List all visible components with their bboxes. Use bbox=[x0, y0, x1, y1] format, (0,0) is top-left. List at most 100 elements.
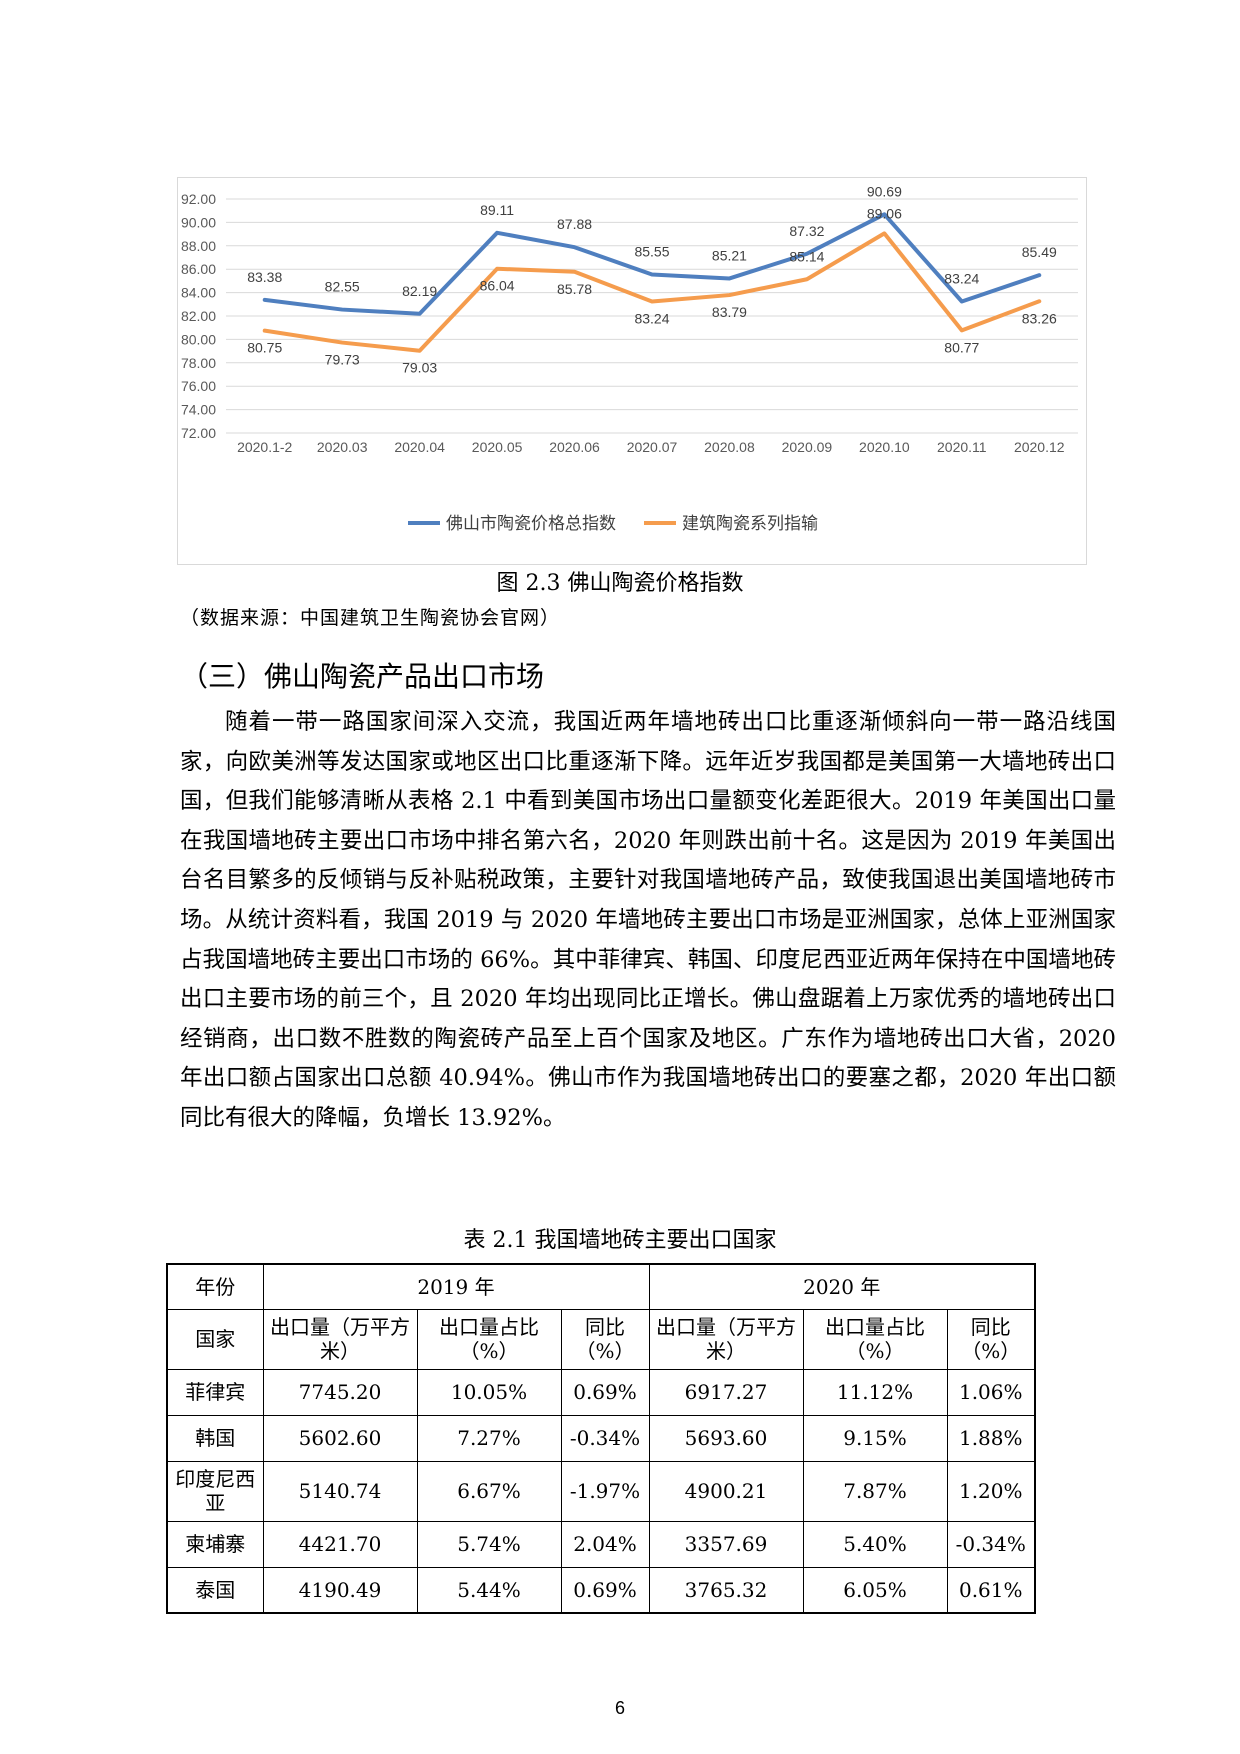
data-label: 80.75 bbox=[247, 340, 282, 356]
data-label: 83.38 bbox=[247, 269, 282, 285]
cell-yoy-2020: 0.61% bbox=[946, 1566, 1036, 1614]
x-tick-label: 2020.04 bbox=[394, 439, 445, 455]
data-label: 87.88 bbox=[557, 216, 592, 232]
header-country: 国家 bbox=[166, 1308, 264, 1370]
x-tick-label: 2020.03 bbox=[317, 439, 368, 455]
cell-yoy-2020: 1.06% bbox=[946, 1368, 1036, 1416]
y-tick-label: 72.00 bbox=[181, 425, 216, 441]
data-label: 79.03 bbox=[402, 360, 437, 376]
data-label: 85.78 bbox=[557, 281, 592, 297]
header-volume-2019: 出口量（万平方米） bbox=[262, 1308, 418, 1370]
cell-share-2020: 7.87% bbox=[802, 1460, 948, 1522]
data-label: 83.24 bbox=[634, 310, 669, 326]
cell-share-2020: 11.12% bbox=[802, 1368, 948, 1416]
header-year-2020: 2020 年 bbox=[648, 1263, 1036, 1310]
table-row: 印度尼西亚 5140.74 6.67% -1.97% 4900.21 7.87%… bbox=[166, 1460, 1036, 1522]
cell-share-2019: 10.05% bbox=[416, 1368, 562, 1416]
y-tick-label: 88.00 bbox=[181, 238, 216, 254]
cell-share-2019: 7.27% bbox=[416, 1414, 562, 1462]
cell-volume-2019: 5140.74 bbox=[262, 1460, 418, 1522]
cell-country: 菲律宾 bbox=[166, 1368, 264, 1416]
cell-yoy-2019: 2.04% bbox=[560, 1520, 650, 1568]
cell-yoy-2019: 0.69% bbox=[560, 1368, 650, 1416]
x-tick-label: 2020.07 bbox=[627, 439, 678, 455]
price-index-chart: 72.00 74.00 76.00 78.00 80.00 82.00 84.00 86.00… bbox=[177, 177, 1087, 565]
data-label: 82.55 bbox=[325, 279, 360, 295]
cell-volume-2019: 4190.49 bbox=[262, 1566, 418, 1614]
cell-volume-2020: 3765.32 bbox=[648, 1566, 804, 1614]
series-line bbox=[262, 212, 1042, 316]
cell-share-2019: 5.44% bbox=[416, 1566, 562, 1614]
y-tick-label: 76.00 bbox=[181, 378, 216, 394]
table-caption: 表 2.1 我国墙地砖主要出口国家 bbox=[463, 1228, 777, 1253]
cell-country: 泰国 bbox=[166, 1566, 264, 1614]
cell-volume-2019: 7745.20 bbox=[262, 1368, 418, 1416]
page-number: 6 bbox=[614, 1698, 625, 1718]
legend-label: 建筑陶瓷系列指输 bbox=[682, 514, 818, 533]
data-label: 83.26 bbox=[1022, 310, 1057, 326]
x-tick-label: 2020.1-2 bbox=[237, 439, 292, 455]
cell-volume-2020: 3357.69 bbox=[648, 1520, 804, 1568]
cell-volume-2020: 6917.27 bbox=[648, 1368, 804, 1416]
cell-volume-2020: 5693.60 bbox=[648, 1414, 804, 1462]
x-tick-label: 2020.09 bbox=[782, 439, 833, 455]
legend-label: 佛山市陶瓷价格总指数 bbox=[446, 514, 616, 533]
data-label: 83.24 bbox=[944, 270, 979, 286]
export-table-wrapper: 年份 2019 年 2020 年 国家 出口量（万平方米） 出口量占比（%） 同… bbox=[166, 1263, 1036, 1614]
y-tick-label: 86.00 bbox=[181, 261, 216, 277]
cell-yoy-2020: 1.20% bbox=[946, 1460, 1036, 1522]
header-year-label: 年份 bbox=[166, 1263, 264, 1310]
x-tick-label: 2020.12 bbox=[1014, 439, 1065, 455]
section-heading: （三）佛山陶瓷产品出口市场 bbox=[180, 660, 545, 693]
table-row: 柬埔寨 4421.70 5.74% 2.04% 3357.69 5.40% -0… bbox=[166, 1520, 1036, 1568]
source-note: （数据来源：中国建筑卫生陶瓷协会官网） bbox=[180, 607, 561, 629]
x-tick-label: 2020.11 bbox=[937, 439, 987, 455]
cell-yoy-2019: -1.97% bbox=[560, 1460, 650, 1522]
data-label: 80.77 bbox=[944, 339, 979, 355]
header-volume-2020: 出口量（万平方米） bbox=[648, 1308, 804, 1370]
data-label: 86.04 bbox=[480, 278, 515, 294]
header-yoy-2019: 同比（%） bbox=[560, 1308, 650, 1370]
series-line bbox=[262, 231, 1042, 353]
y-tick-label: 92.00 bbox=[181, 191, 216, 207]
cell-volume-2019: 5602.60 bbox=[262, 1414, 418, 1462]
header-year-2019: 2019 年 bbox=[262, 1263, 650, 1310]
header-yoy-2020: 同比（%） bbox=[946, 1308, 1036, 1370]
x-tick-label: 2020.05 bbox=[472, 439, 523, 455]
export-table: 年份 2019 年 2020 年 国家 出口量（万平方米） 出口量占比（%） 同… bbox=[166, 1263, 1036, 1614]
y-tick-label: 90.00 bbox=[181, 214, 216, 230]
cell-country: 韩国 bbox=[166, 1414, 264, 1462]
y-tick-label: 84.00 bbox=[181, 285, 216, 301]
data-label: 85.21 bbox=[712, 247, 747, 263]
data-label: 85.49 bbox=[1022, 244, 1057, 260]
y-tick-label: 74.00 bbox=[181, 402, 216, 418]
cell-share-2019: 6.67% bbox=[416, 1460, 562, 1522]
cell-volume-2020: 4900.21 bbox=[648, 1460, 804, 1522]
cell-share-2019: 5.74% bbox=[416, 1520, 562, 1568]
data-label: 82.19 bbox=[402, 283, 437, 299]
cell-country: 印度尼西亚 bbox=[166, 1460, 264, 1522]
table-row: 菲律宾 7745.20 10.05% 0.69% 6917.27 11.12% … bbox=[166, 1368, 1036, 1416]
chart-svg: 72.00 74.00 76.00 78.00 80.00 82.00 84.00 86.00… bbox=[181, 183, 1078, 533]
x-tick-label: 2020.06 bbox=[549, 439, 600, 455]
table-row: 韩国 5602.60 7.27% -0.34% 5693.60 9.15% 1.… bbox=[166, 1414, 1036, 1462]
data-label: 85.14 bbox=[789, 248, 824, 264]
figure-caption: 图 2.3 佛山陶瓷价格指数 bbox=[496, 571, 744, 596]
cell-yoy-2019: -0.34% bbox=[560, 1414, 650, 1462]
data-label: 90.69 bbox=[867, 183, 902, 199]
cell-country: 柬埔寨 bbox=[166, 1520, 264, 1568]
cell-volume-2019: 4421.70 bbox=[262, 1520, 418, 1568]
data-label: 89.11 bbox=[480, 202, 514, 218]
data-label: 85.55 bbox=[634, 243, 669, 259]
cell-yoy-2019: 0.69% bbox=[560, 1566, 650, 1614]
x-tick-label: 2020.10 bbox=[859, 439, 910, 455]
y-tick-label: 82.00 bbox=[181, 308, 216, 324]
data-label: 79.73 bbox=[325, 352, 360, 368]
cell-yoy-2020: 1.88% bbox=[946, 1414, 1036, 1462]
header-share-2019: 出口量占比（%） bbox=[416, 1308, 562, 1370]
cell-yoy-2020: -0.34% bbox=[946, 1520, 1036, 1568]
cell-share-2020: 6.05% bbox=[802, 1566, 948, 1614]
body-paragraph: 随着一带一路国家间深入交流，我国近两年墙地砖出口比重逐渐倾斜向一带一路沿线国家，… bbox=[180, 709, 1116, 1131]
table-row: 泰国 4190.49 5.44% 0.69% 3765.32 6.05% 0.6… bbox=[166, 1566, 1036, 1614]
y-tick-label: 80.00 bbox=[181, 331, 216, 347]
